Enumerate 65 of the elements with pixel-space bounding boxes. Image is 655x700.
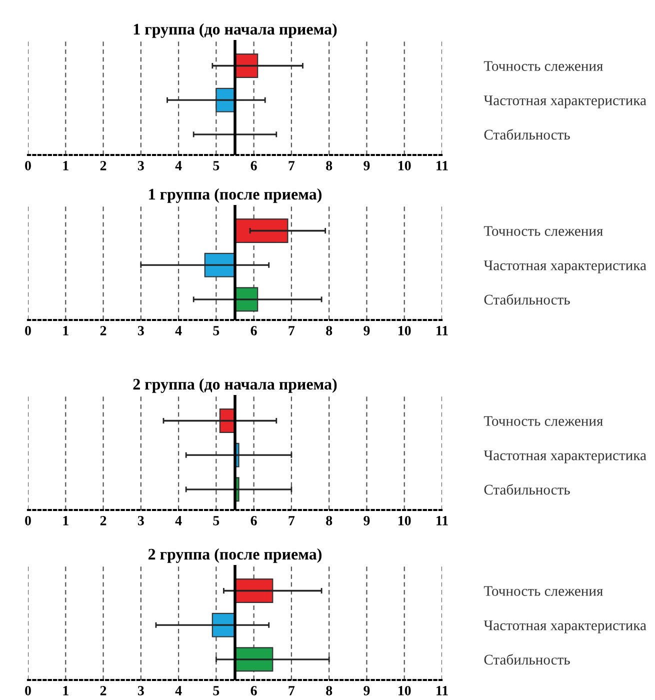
chart-title: 1 группа (до начала приема) [134,23,337,38]
x-tick-label: 1 [63,686,68,696]
x-tick-label: 9 [364,326,370,336]
x-tick-label: 3 [138,160,144,170]
x-tick-label: 6 [250,326,257,336]
x-tick-label: 8 [326,326,332,336]
x-tick-label: 10 [398,516,411,526]
x-tick-label: 0 [25,326,31,336]
x-tick-label: 6 [250,516,257,526]
chart-title: 2 группа (до начала приема) [133,378,337,393]
x-tick-label: 10 [398,160,411,170]
y-tick-label: Точность слежения [484,416,603,426]
x-tick-label: 6 [250,686,257,696]
y-tick-label: Точность слежения [484,61,603,71]
x-tick-label: 2 [100,160,106,170]
x-tick-label: 7 [288,326,295,336]
x-tick-label: 11 [436,161,448,170]
x-tick-label: 0 [25,686,31,696]
x-tick-label: 8 [326,686,332,696]
x-tick-label: 5 [213,516,220,526]
x-tick-label: 6 [250,160,257,170]
y-tick-label: Стабильность [484,294,570,305]
x-tick-label: 7 [288,516,295,526]
chart-title: 2 группа (после приема) [148,548,322,563]
y-tick-label: Частотная характеристика [484,450,646,464]
x-tick-label: 5 [213,686,220,696]
y-tick-label: Частотная характеристика [484,620,646,634]
chart-title: 1 группа (после приема) [149,188,322,203]
x-tick-label: 9 [364,516,370,526]
x-tick-label: 2 [100,326,106,336]
x-tick-label: 4 [175,161,182,170]
x-tick-label: 3 [138,686,144,696]
y-tick-label: Стабильность [484,654,570,665]
x-tick-label: 4 [175,686,182,696]
x-tick-label: 10 [398,326,411,336]
x-tick-label: 4 [175,326,182,336]
x-tick-label: 0 [25,516,31,526]
x-tick-label: 3 [138,516,144,526]
x-tick-label: 10 [398,686,411,696]
x-tick-label: 0 [25,160,31,170]
x-tick-label: 1 [63,516,68,526]
x-tick-label: 7 [288,161,295,170]
y-tick-label: Стабильность [484,484,570,495]
x-tick-label: 8 [326,516,332,526]
x-tick-label: 1 [63,326,68,336]
x-tick-label: 11 [436,516,448,526]
y-tick-label: Частотная характеристика [484,96,646,108]
x-tick-label: 11 [436,686,448,696]
y-tick-label: Стабильность [484,129,570,140]
x-tick-label: 5 [213,326,220,336]
x-tick-label: 2 [100,516,106,526]
x-tick-label: 2 [100,686,106,696]
x-tick-label: 1 [63,161,68,170]
x-tick-label: 4 [175,516,182,526]
x-tick-label: 11 [436,326,448,336]
x-tick-label: 9 [364,160,370,170]
y-tick-label: Точность слежения [484,226,603,236]
x-tick-label: 3 [138,326,144,336]
x-tick-label: 5 [213,161,220,170]
y-tick-label: Частотная характеристика [484,260,646,274]
bar [234,218,288,243]
x-tick-label: 8 [326,160,332,170]
y-tick-label: Точность слежения [484,586,603,596]
x-tick-label: 7 [288,686,295,696]
x-tick-label: 9 [364,686,370,696]
